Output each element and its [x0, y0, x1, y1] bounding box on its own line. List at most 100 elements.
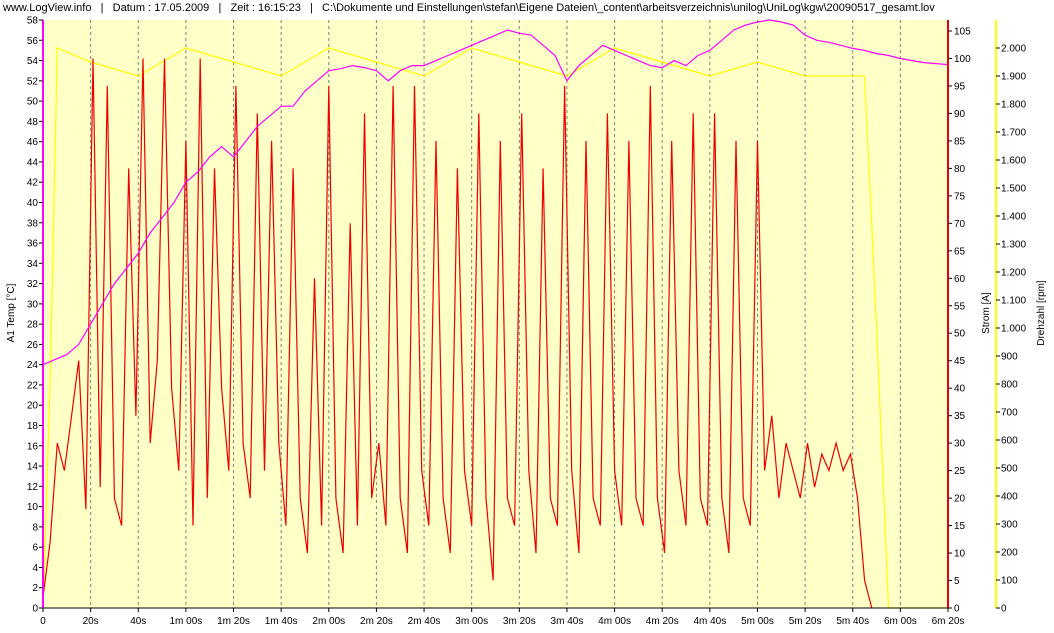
left-axis-tick-label: 34 [27, 259, 39, 270]
left-axis-tick-label: 18 [27, 421, 39, 432]
x-tick-label: 0 [40, 616, 46, 627]
strom-axis-tick-label: 55 [954, 301, 966, 312]
drehzahl-axis-tick-label: 1.700 [1001, 128, 1026, 139]
strom-axis-tick-label: 50 [954, 329, 966, 340]
axes: 0 20s 40s 1m 00s 1m 20s 1m 40s 2m 00s 2m 20s 2m … [27, 16, 1027, 628]
x-tick-label: 5m 40s [836, 616, 869, 627]
strom-axis-tick-label: 5 [954, 576, 960, 587]
left-axis-tick-label: 58 [27, 16, 39, 27]
x-tick-label: 1m 40s [265, 616, 298, 627]
strom-axis-tick-label: 20 [954, 494, 966, 505]
x-tick-label: 3m 00s [455, 616, 488, 627]
left-axis-tick-label: 8 [32, 522, 38, 533]
strom-axis-tick-label: 85 [954, 136, 966, 147]
strom-axis-tick-label: 105 [954, 26, 971, 37]
strom-series-line [42, 58, 873, 609]
left-axis-tick-label: 52 [27, 76, 39, 87]
drehzahl-axis-tick-label: 400 [1001, 492, 1018, 503]
left-axis-tick-label: 4 [32, 563, 38, 574]
x-tick-label: 3m 20s [503, 616, 536, 627]
x-tick-label: 3m 40s [551, 616, 584, 627]
strom-axis-tick-label: 65 [954, 246, 966, 257]
drehzahl-axis-tick-label: 600 [1001, 436, 1018, 447]
x-tick-label: 5m 00s [741, 616, 774, 627]
left-axis-tick-label: 54 [27, 56, 39, 67]
strom-axis-tick-label: 35 [954, 411, 966, 422]
left-axis-tick-label: 48 [27, 117, 39, 128]
zeit-label: Zeit : 16:15:23 [230, 2, 301, 14]
left-axis-tick-label: 24 [27, 360, 39, 371]
strom-axis-tick-label: 15 [954, 521, 966, 532]
drehzahl-axis-tick-label: 300 [1001, 520, 1018, 531]
left-axis-tick-label: 40 [27, 198, 39, 209]
x-tick-label: 1m 20s [217, 616, 250, 627]
drehzahl-series-line [42, 47, 948, 609]
drehzahl-axis-tick-label: 2.000 [1001, 44, 1026, 55]
left-axis-tick-label: 22 [27, 380, 39, 391]
x-tick-label: 4m 20s [646, 616, 679, 627]
title-bar: www.LogView.info | Datum : 17.05.2009 | … [3, 2, 935, 14]
x-tick-label: 20s [83, 616, 99, 627]
left-axis-tick-label: 20 [27, 401, 39, 412]
drehzahl-axis-tick-label: 0 [1001, 604, 1007, 615]
left-axis-tick-label: 2 [32, 583, 38, 594]
left-axis-tick-label: 26 [27, 340, 39, 351]
drehzahl-axis-tick-label: 700 [1001, 408, 1018, 419]
left-axis-tick-label: 44 [27, 157, 39, 168]
strom-axis-tick-label: 80 [954, 164, 966, 175]
drehzahl-axis-tick-label: 1.300 [1001, 240, 1026, 251]
drehzahl-axis-tick-label: 500 [1001, 464, 1018, 475]
x-tick-label: 4m 40s [693, 616, 726, 627]
drehzahl-axis-tick-label: 1.200 [1001, 268, 1026, 279]
drehzahl-axis-tick-label: 1.800 [1001, 100, 1026, 111]
strom-axis-tick-label: 30 [954, 439, 966, 450]
strom-axis-tick-label: 90 [954, 109, 966, 120]
x-tick-label: 6m 00s [884, 616, 917, 627]
drehzahl-axis-tick-label: 1.000 [1001, 324, 1026, 335]
left-axis-tick-label: 56 [27, 36, 39, 47]
left-axis-tick-label: 0 [32, 604, 38, 615]
x-tick-label: 2m 00s [312, 616, 345, 627]
strom-axis-tick-label: 100 [954, 54, 971, 65]
drehzahl-axis-tick-label: 1.900 [1001, 72, 1026, 83]
plot-background [43, 20, 948, 608]
x-tick-label: 1m 00s [169, 616, 202, 627]
strom-axis-tick-label: 25 [954, 466, 966, 477]
drehzahl-axis-tick-label: 200 [1001, 548, 1018, 559]
strom-axis-tick-label: 45 [954, 356, 966, 367]
left-axis-tick-label: 32 [27, 279, 39, 290]
strom-axis-tick-label: 70 [954, 219, 966, 230]
temp-series-line [42, 19, 949, 366]
drehzahl-axis-tick-label: 1.100 [1001, 296, 1026, 307]
drehzahl-axis-tick-label: 1.600 [1001, 156, 1026, 167]
x-tick-label: 2m 40s [408, 616, 441, 627]
x-tick-label: 2m 20s [360, 616, 393, 627]
x-tick-label: 5m 20s [789, 616, 822, 627]
strom-axis-tick-label: 75 [954, 191, 966, 202]
site-label: www.LogView.info [3, 2, 92, 14]
drehzahl-axis-tick-label: 1.500 [1001, 184, 1026, 195]
left-axis-tick-label: 16 [27, 441, 39, 452]
left-axis-tick-label: 28 [27, 320, 39, 331]
drehzahl-axis-label: Drehzahl [rpm] [1036, 280, 1047, 346]
drehzahl-axis-tick-label: 100 [1001, 576, 1018, 587]
x-tick-label: 6m 20s [932, 616, 965, 627]
series-group [42, 19, 949, 609]
left-axis-tick-label: 46 [27, 137, 39, 148]
strom-axis-tick-label: 95 [954, 81, 966, 92]
left-axis-tick-label: 12 [27, 482, 39, 493]
strom-axis-tick-label: 60 [954, 274, 966, 285]
drehzahl-axis-tick-label: 1.400 [1001, 212, 1026, 223]
drehzahl-axis-tick-label: 800 [1001, 380, 1018, 391]
left-axis-tick-label: 38 [27, 218, 39, 229]
x-tick-label: 4m 00s [598, 616, 631, 627]
left-axis-tick-label: 42 [27, 178, 39, 189]
datum-label: Datum : 17.05.2009 [112, 2, 210, 14]
left-axis-label: A1 Temp [°C] [6, 283, 17, 342]
strom-axis-label: Strom [A] [981, 292, 992, 334]
left-axis-tick-label: 30 [27, 299, 39, 310]
left-axis-tick-label: 36 [27, 239, 39, 250]
left-axis-tick-label: 14 [27, 462, 39, 473]
strom-axis-tick-label: 40 [954, 384, 966, 395]
